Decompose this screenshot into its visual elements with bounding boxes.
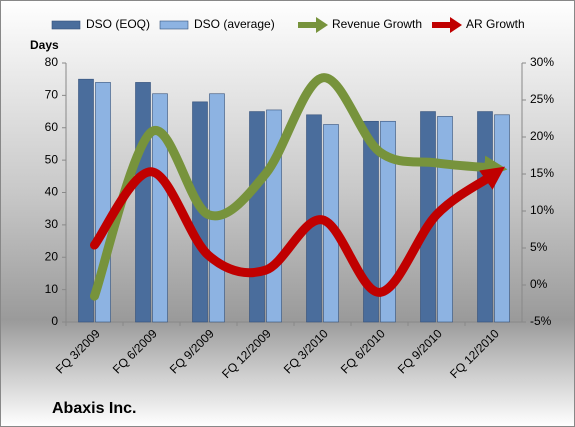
y2-tick-label: 30% [530, 55, 554, 69]
y-tick-label: 30 [45, 217, 59, 231]
y2-tick-label: 5% [530, 240, 548, 254]
y-tick-label: 50 [45, 152, 59, 166]
y2-tick-label: 0% [530, 277, 548, 291]
y-tick-label: 0 [51, 314, 58, 328]
bar [437, 116, 453, 323]
bar [249, 111, 265, 323]
y-tick-label: 20 [45, 249, 59, 263]
y2-tick-label: 20% [530, 129, 554, 143]
y2-tick-label: -5% [530, 314, 552, 328]
legend-label: DSO (average) [194, 17, 275, 31]
y-axis-label: Days [30, 38, 59, 52]
bar [494, 114, 510, 323]
y-tick-label: 40 [45, 185, 59, 199]
bar [78, 78, 94, 323]
bar [135, 82, 151, 323]
line [90, 73, 508, 301]
legend-label: DSO (EOQ) [86, 17, 150, 31]
line [90, 166, 505, 297]
legend-swatch [159, 20, 189, 30]
legend-swatch [51, 20, 81, 30]
legend-label: AR Growth [466, 17, 525, 31]
bar [152, 93, 168, 323]
bar [477, 111, 493, 323]
bar [209, 93, 225, 323]
y-tick-label: 60 [45, 120, 59, 134]
y2-tick-label: 10% [530, 203, 554, 217]
legend-swatch [316, 17, 328, 33]
bar [380, 120, 396, 323]
y2-tick-label: 15% [530, 166, 554, 180]
chart-title: Abaxis Inc. [52, 400, 136, 417]
legend-swatch [450, 17, 462, 33]
y-tick-label: 70 [45, 88, 59, 102]
bar [363, 120, 379, 323]
y-tick-label: 10 [45, 282, 59, 296]
y-tick-label: 80 [45, 55, 59, 69]
legend-label: Revenue Growth [332, 17, 422, 31]
y2-tick-label: 25% [530, 92, 554, 106]
